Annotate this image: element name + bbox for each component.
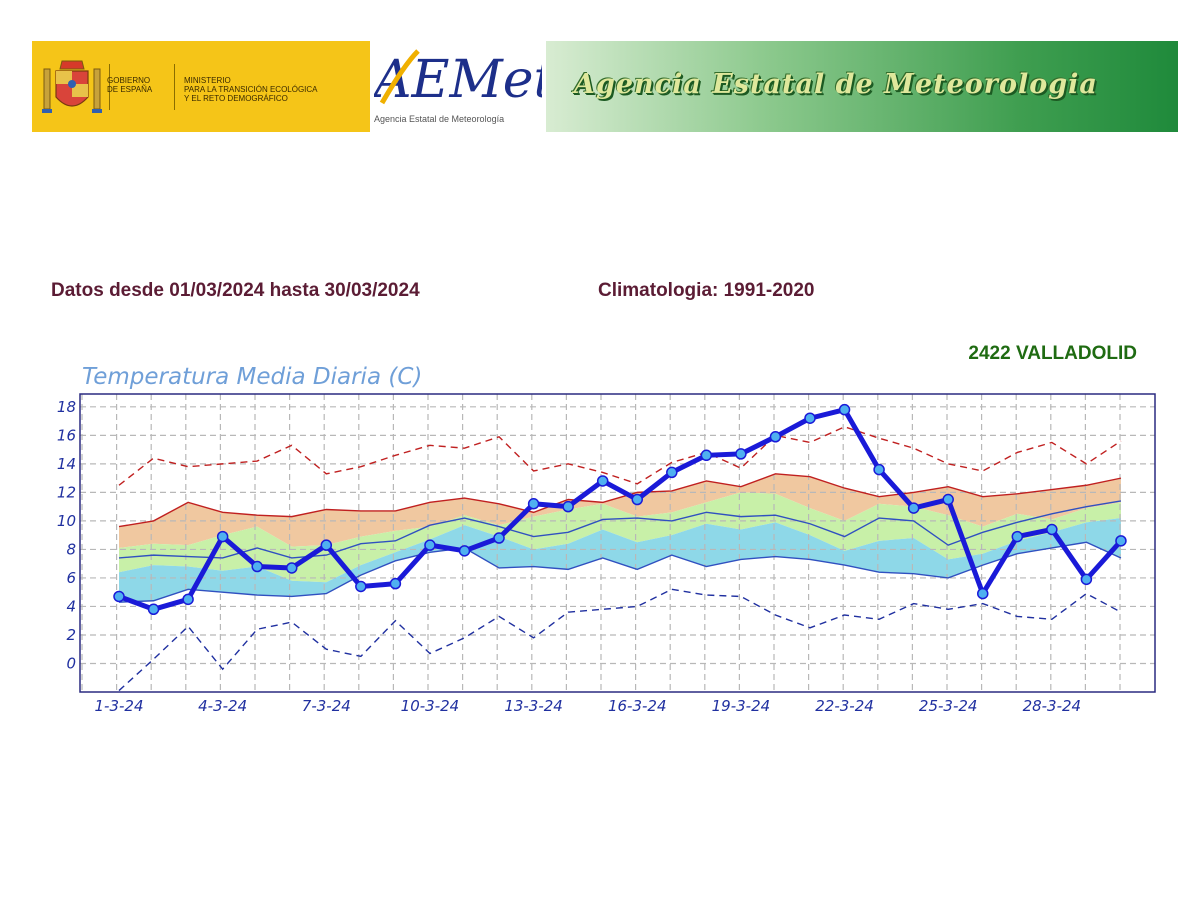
gov-line-2: DE ESPAÑA bbox=[107, 85, 153, 94]
data-point bbox=[286, 562, 298, 574]
data-point bbox=[320, 539, 333, 551]
data-point bbox=[873, 463, 885, 476]
header-banner: GOBIERNO DE ESPAÑA MINISTERIO PARA LA TR… bbox=[32, 41, 1178, 132]
plot-area: 18 16 14 12 10 8 6 4 2 0 1-3-24 4-3-24 7-3-24 10-3-24… bbox=[57, 393, 1156, 715]
y-tick-label: 2 bbox=[66, 626, 76, 644]
data-point bbox=[700, 449, 713, 462]
aemet-logo-block: AEMet Agencia Estatal de Meteorología bbox=[370, 41, 546, 132]
series-lower-line bbox=[118, 541, 1122, 603]
station-label: 2422 VALLADOLID bbox=[968, 343, 1137, 364]
x-tick-label: 19-3-24 bbox=[712, 697, 771, 715]
plot-frame bbox=[79, 393, 1156, 693]
ministry-line-1: MINISTERIO bbox=[184, 76, 231, 85]
data-point bbox=[1115, 535, 1127, 547]
data-point bbox=[493, 532, 505, 544]
chart-title: Temperatura Media Diaria (C) bbox=[82, 364, 422, 390]
data-point bbox=[596, 475, 609, 487]
agency-title-block: Agencia Estatal de Meteorologia bbox=[546, 41, 1178, 132]
separator bbox=[109, 64, 110, 110]
y-tick-label: 10 bbox=[57, 512, 76, 530]
climatology-label: Climatologia: 1991-2020 bbox=[598, 280, 815, 301]
data-point bbox=[355, 580, 367, 593]
data-point bbox=[458, 545, 471, 557]
data-point bbox=[251, 560, 263, 573]
data-point bbox=[1011, 530, 1024, 543]
x-tick-label: 1-3-24 bbox=[95, 697, 144, 715]
period-label: Datos desde 01/03/2024 hasta 30/03/2024 bbox=[51, 280, 420, 301]
y-tick-label: 18 bbox=[57, 398, 76, 416]
data-point bbox=[562, 500, 574, 513]
band-upper bbox=[119, 473, 1121, 548]
y-tick-label: 6 bbox=[66, 569, 76, 587]
ministry-label: MINISTERIO PARA LA TRANSICIÓN ECOLÓGICA … bbox=[184, 76, 364, 103]
series-median-line bbox=[118, 500, 1122, 559]
data-point bbox=[424, 539, 436, 551]
y-tick-label: 4 bbox=[66, 597, 76, 615]
data-point bbox=[804, 412, 816, 424]
series-max-dashed bbox=[118, 426, 1122, 486]
data-point bbox=[735, 448, 747, 460]
x-tick-label: 22-3-24 bbox=[815, 697, 874, 715]
data-point bbox=[1080, 573, 1093, 586]
y-tick-label: 14 bbox=[57, 455, 76, 473]
data-point bbox=[942, 493, 954, 506]
data-point bbox=[147, 603, 160, 616]
x-tick-label: 16-3-24 bbox=[608, 697, 667, 715]
x-tick-label: 13-3-24 bbox=[504, 697, 563, 715]
data-point bbox=[527, 498, 540, 510]
agency-title: Agencia Estatal de Meteorologia bbox=[574, 69, 1098, 100]
y-tick-label: 16 bbox=[57, 426, 76, 444]
aemet-subtitle: Agencia Estatal de Meteorología bbox=[374, 114, 505, 124]
government-block: GOBIERNO DE ESPAÑA MINISTERIO PARA LA TR… bbox=[32, 41, 370, 132]
data-point bbox=[907, 502, 920, 514]
y-tick-label: 12 bbox=[57, 483, 76, 501]
data-point bbox=[666, 466, 678, 479]
ministry-line-3: Y EL RETO DEMOGRÁFICO bbox=[184, 94, 288, 103]
data-point bbox=[182, 593, 194, 606]
separator bbox=[174, 64, 175, 110]
data-point bbox=[631, 493, 643, 506]
x-tick-label: 28-3-24 bbox=[1023, 697, 1082, 715]
government-label: GOBIERNO DE ESPAÑA bbox=[107, 76, 173, 94]
data-point bbox=[216, 530, 229, 543]
data-point bbox=[1046, 523, 1058, 536]
data-point bbox=[977, 587, 989, 600]
series-observed bbox=[118, 407, 1123, 612]
aemet-logo-text: AEMet bbox=[374, 50, 542, 110]
y-tick-label: 8 bbox=[66, 540, 76, 558]
data-point bbox=[113, 590, 125, 603]
y-tick-label: 0 bbox=[66, 654, 76, 672]
band-mid-lower bbox=[119, 518, 1121, 603]
series-max-line bbox=[118, 473, 1122, 528]
x-tick-label: 10-3-24 bbox=[401, 697, 460, 715]
data-point bbox=[838, 403, 851, 416]
band-mid-upper bbox=[119, 492, 1121, 583]
x-tick-label: 25-3-24 bbox=[919, 697, 978, 715]
gov-line-1: GOBIERNO bbox=[107, 76, 151, 85]
series-min-dashed bbox=[118, 588, 1122, 692]
x-tick-label: 4-3-24 bbox=[198, 697, 247, 715]
ministry-line-2: PARA LA TRANSICIÓN ECOLÓGICA bbox=[184, 85, 318, 94]
data-point bbox=[389, 577, 402, 590]
temperature-chart: Temperatura Media Diaria (C) 18 16 14 12 10 8… bbox=[57, 364, 1156, 715]
aemet-logo: AEMet bbox=[374, 49, 542, 110]
coat-of-arms-icon bbox=[42, 60, 102, 113]
x-tick-label: 7-3-24 bbox=[302, 697, 351, 715]
data-point bbox=[769, 431, 782, 443]
